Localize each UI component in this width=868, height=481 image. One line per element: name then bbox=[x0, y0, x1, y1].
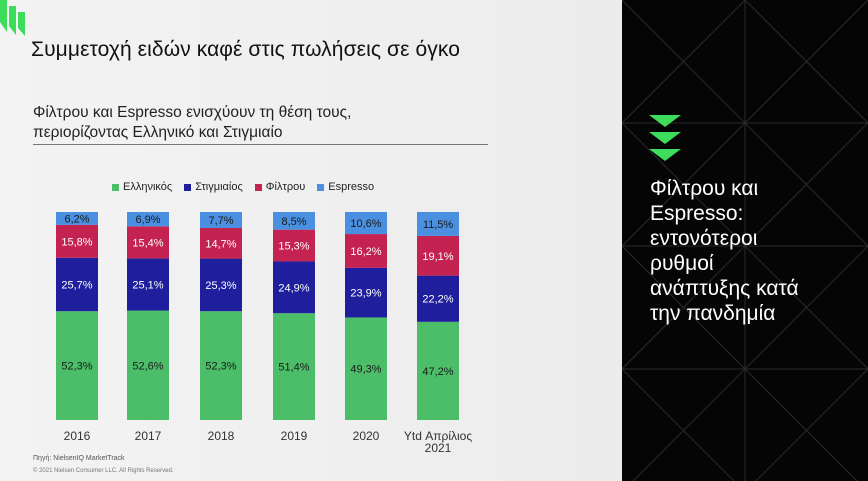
brand-logo-icon bbox=[0, 0, 25, 36]
legend-item-espresso: Espresso bbox=[317, 181, 374, 193]
data-label-greek-6: 47,2% bbox=[422, 366, 453, 378]
data-label-greek-5: 49,3% bbox=[350, 364, 381, 376]
category-label-3: 2018 bbox=[208, 429, 235, 443]
data-label-instant-3: 25,3% bbox=[205, 280, 236, 292]
data-label-instant-6: 22,2% bbox=[422, 294, 453, 306]
data-label-filter-2: 15,4% bbox=[132, 237, 163, 249]
legend-item-greek: Ελληνικός bbox=[112, 181, 172, 193]
bar-segment-espresso-4 bbox=[273, 212, 315, 230]
chart-subtitle: Φίλτρου και Espresso ενισχύουν τη θέση τ… bbox=[33, 103, 488, 143]
bar-segment-greek-1 bbox=[56, 311, 98, 420]
legend-swatch-instant bbox=[184, 183, 192, 191]
bar-segment-espresso-2 bbox=[127, 212, 169, 227]
data-label-filter-3: 14,7% bbox=[205, 238, 236, 250]
category-label-6-line-2: 2021 bbox=[425, 441, 452, 455]
bar-segment-filter-3 bbox=[200, 228, 242, 259]
data-label-espresso-3: 7,7% bbox=[208, 215, 233, 227]
data-label-greek-1: 52,3% bbox=[61, 361, 92, 373]
page-title: Συμμετοχή ειδών καφέ στις πωλήσεις σε όγ… bbox=[31, 38, 460, 61]
legend-label-instant: Στιγμιαίος bbox=[195, 181, 243, 193]
bar-segment-instant-6 bbox=[417, 275, 459, 322]
bar-segment-instant-4 bbox=[273, 261, 315, 314]
subtitle-divider bbox=[33, 144, 488, 145]
bar-segment-espresso-1 bbox=[56, 212, 98, 225]
stacked-bar-chart: 52,3% 25,7% 15,8% 6,2% 2016 52,6% 25,1% 15,4% 6,… bbox=[56, 212, 472, 455]
bar-segment-filter-5 bbox=[345, 234, 387, 268]
legend-item-filter: Φίλτρου bbox=[254, 181, 306, 193]
bar-segment-filter-4 bbox=[273, 229, 315, 262]
insight-line-2: Espresso: bbox=[650, 202, 744, 225]
legend-label-filter: Φίλτρου bbox=[265, 181, 306, 193]
bar-segment-greek-2 bbox=[127, 310, 169, 420]
chart-legend: Ελληνικός Στιγμιαίος Φίλτρου Espresso bbox=[112, 181, 386, 193]
category-label-6-line-1: Ytd Απρίλιος bbox=[404, 429, 472, 443]
data-label-greek-3: 52,3% bbox=[205, 361, 236, 373]
legend-label-espresso: Espresso bbox=[328, 181, 375, 193]
bar-segment-filter-2 bbox=[127, 226, 169, 259]
bar-segment-instant-3 bbox=[200, 258, 242, 312]
bar-segment-espresso-3 bbox=[200, 212, 242, 229]
data-label-filter-4: 15,3% bbox=[278, 241, 309, 253]
insight-text: Φίλτρου και Espresso: εντονότεροι ρυθμοί… bbox=[650, 176, 860, 326]
data-label-filter-6: 19,1% bbox=[422, 251, 453, 263]
insight-line-5: ανάπτυξης κατά bbox=[650, 277, 799, 300]
bar-segment-greek-3 bbox=[200, 311, 242, 420]
legend-swatch-greek bbox=[112, 183, 119, 191]
category-label-2: 2017 bbox=[135, 429, 162, 443]
bar-segment-filter-6 bbox=[417, 235, 459, 276]
insight-panel: Φίλτρου και Espresso: εντονότεροι ρυθμοί… bbox=[622, 0, 868, 481]
source-note: Πηγή: NielsenIQ MarketTrack bbox=[33, 455, 125, 462]
bar-segment-greek-6 bbox=[417, 321, 459, 420]
bar-segment-greek-4 bbox=[273, 313, 315, 420]
panel-background-pattern bbox=[622, 0, 868, 481]
category-label-4: 2019 bbox=[281, 429, 308, 443]
data-label-espresso-2: 6,9% bbox=[135, 214, 160, 226]
legend-swatch-filter bbox=[254, 183, 262, 191]
data-label-filter-1: 15,8% bbox=[61, 236, 92, 248]
data-label-espresso-4: 8,5% bbox=[281, 216, 306, 228]
slide-area: Συμμετοχή ειδών καφέ στις πωλήσεις σε όγ… bbox=[0, 0, 622, 481]
bar-segment-espresso-5 bbox=[345, 212, 387, 235]
bar-segment-filter-1 bbox=[56, 224, 98, 258]
legend-label-greek: Ελληνικός bbox=[123, 181, 173, 193]
insight-line-3: εντονότεροι bbox=[650, 227, 758, 250]
chevron-down-icon bbox=[649, 115, 681, 161]
data-label-instant-2: 25,1% bbox=[132, 279, 163, 291]
category-label-5: 2020 bbox=[353, 429, 380, 443]
insight-line-1: Φίλτρου και bbox=[650, 177, 759, 200]
insight-line-6: την πανδημία bbox=[650, 302, 776, 325]
data-label-espresso-5: 10,6% bbox=[350, 218, 381, 230]
legend-swatch-espresso bbox=[317, 183, 325, 191]
copyright-note: © 2021 Nielsen Consumer LLC. All Rights … bbox=[33, 468, 174, 474]
data-label-espresso-1: 6,2% bbox=[64, 213, 89, 225]
bar-segment-instant-1 bbox=[56, 257, 98, 312]
data-label-instant-5: 23,9% bbox=[350, 288, 381, 300]
category-label-1: 2016 bbox=[64, 429, 91, 443]
bar-segment-espresso-6 bbox=[417, 212, 459, 236]
legend-item-instant: Στιγμιαίος bbox=[184, 181, 243, 193]
data-label-espresso-6: 11,5% bbox=[423, 219, 454, 231]
insight-line-4: ρυθμοί bbox=[650, 252, 714, 275]
bar-segment-greek-5 bbox=[345, 317, 387, 420]
data-label-greek-4: 51,4% bbox=[278, 362, 309, 374]
data-label-greek-2: 52,6% bbox=[132, 360, 163, 372]
bar-segment-instant-2 bbox=[127, 258, 169, 311]
bar-segment-instant-5 bbox=[345, 267, 387, 318]
subtitle-line-2: περιορίζοντας Ελληνικό και Στιγμιαίο bbox=[33, 124, 283, 141]
data-label-instant-4: 24,9% bbox=[278, 282, 309, 294]
data-label-filter-5: 16,2% bbox=[350, 246, 381, 258]
subtitle-line-1: Φίλτρου και Espresso ενισχύουν τη θέση τ… bbox=[33, 104, 352, 121]
data-label-instant-1: 25,7% bbox=[61, 279, 92, 291]
